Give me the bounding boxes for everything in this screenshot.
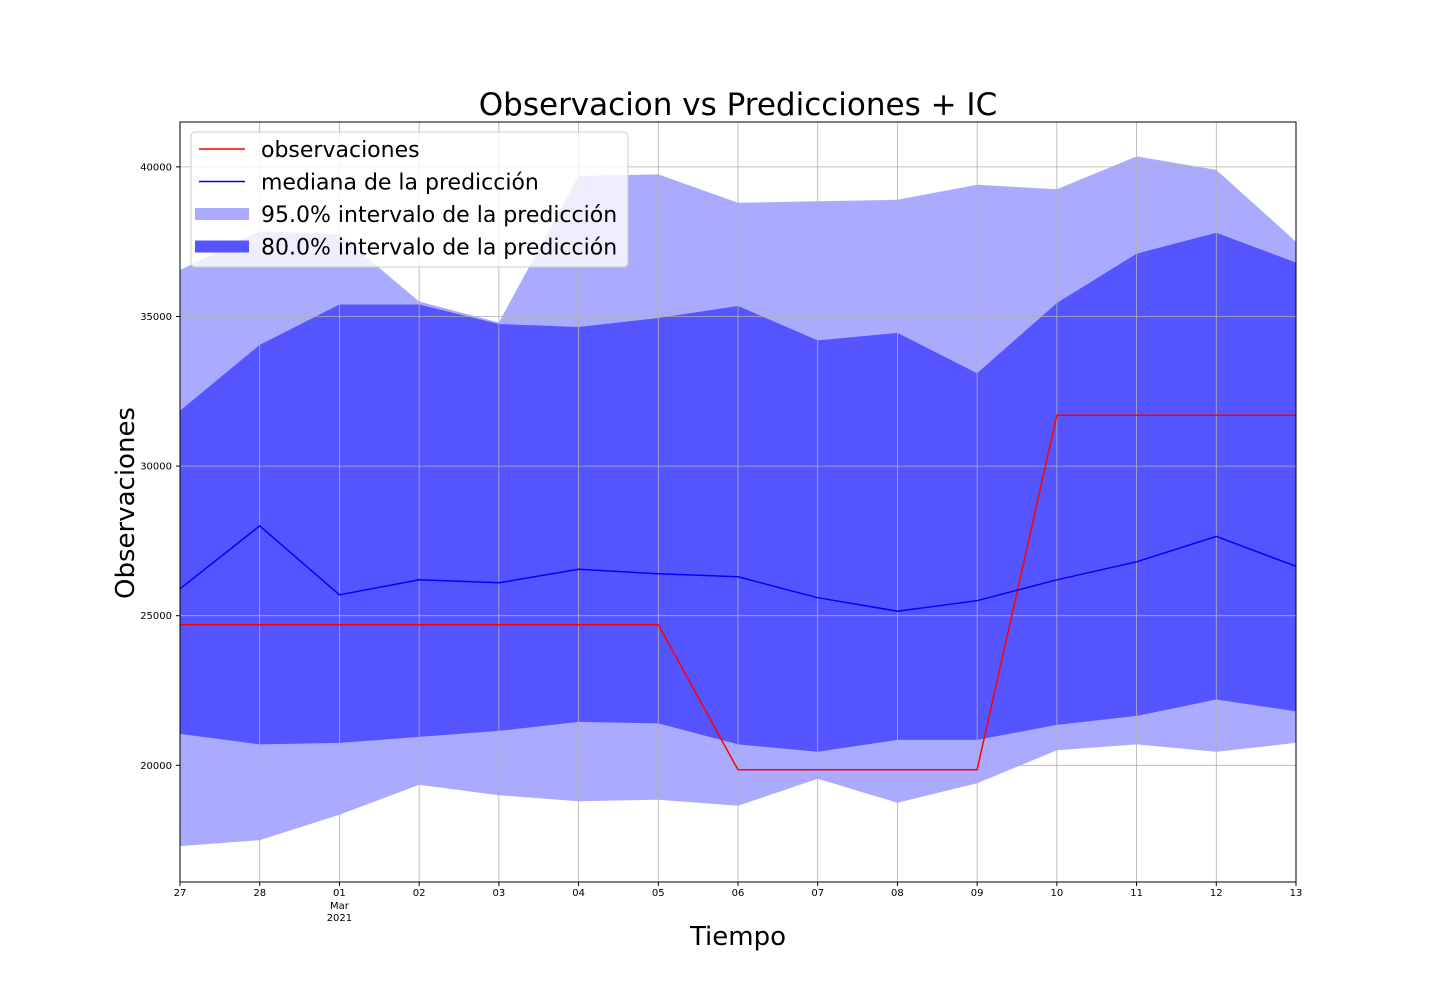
x-tick-label: 03: [492, 888, 505, 899]
y-tick-label: 35000: [140, 312, 172, 323]
x-tick-sublabel: 2021: [327, 913, 352, 924]
x-tick-label: 04: [572, 888, 585, 899]
x-tick-label: 07: [811, 888, 824, 899]
x-tick-label: 10: [1050, 888, 1063, 899]
y-tick-label: 25000: [140, 611, 172, 622]
legend-swatch: [195, 208, 249, 220]
x-tick-label: 09: [971, 888, 984, 899]
x-tick-label: 02: [413, 888, 426, 899]
legend-box: [190, 131, 629, 268]
x-axis-title: Tiempo: [689, 922, 786, 952]
legend-label: 80.0% intervalo de la predicción: [261, 236, 617, 261]
y-tick-label: 30000: [140, 462, 172, 473]
x-tick-label: 12: [1210, 888, 1223, 899]
x-tick-label: 13: [1290, 888, 1303, 899]
grid: [179, 122, 1297, 882]
legend-label: observaciones: [261, 138, 420, 163]
y-tick-label: 40000: [140, 162, 172, 173]
x-tick-sublabel: Mar: [330, 901, 350, 912]
y-tick-label: 20000: [140, 761, 172, 772]
x-tick-label: 08: [891, 888, 904, 899]
x-tick-label: 11: [1130, 888, 1143, 899]
x-tick-label: 06: [732, 888, 745, 899]
x-tick-label: 28: [253, 888, 266, 899]
x-tick-label: 27: [174, 888, 187, 899]
legend: observaciones mediana de la predicción 95.…: [190, 131, 629, 268]
y-axis-title: Observaciones: [111, 407, 141, 599]
chart-title: Observacion vs Predicciones + IC: [479, 87, 997, 123]
x-tick-label: 05: [652, 888, 665, 899]
legend-swatch: [195, 240, 249, 253]
series-lines: [179, 414, 1297, 771]
legend-label: 95.0% intervalo de la predicción: [261, 203, 617, 228]
legend-label: mediana de la predicción: [261, 171, 539, 196]
series-line-0: [180, 414, 1296, 771]
series-line-1: [179, 524, 1297, 612]
y-axis-ticks: 20000 25000 30000 35000 40000: [140, 162, 180, 772]
x-tick-label: 01: [333, 888, 346, 899]
